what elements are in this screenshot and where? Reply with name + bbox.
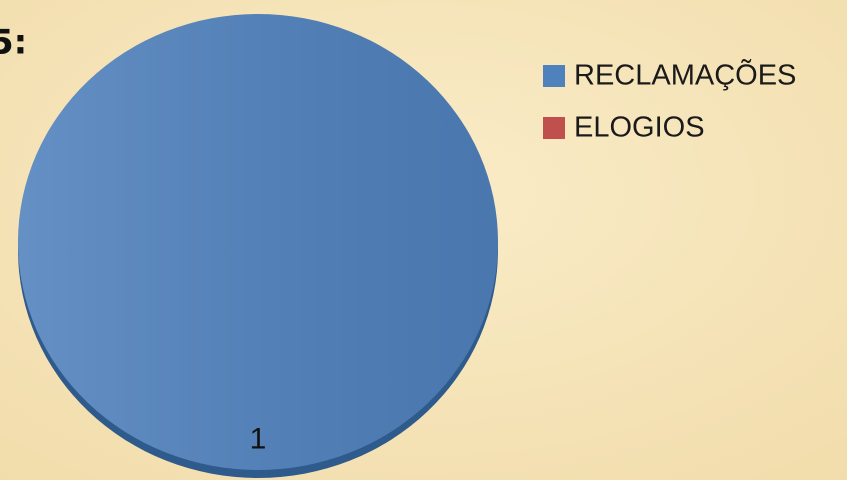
legend-swatch xyxy=(543,65,565,87)
legend-swatch xyxy=(543,117,565,139)
legend-label: ELOGIOS xyxy=(574,112,705,144)
data-label: 1 xyxy=(250,422,267,455)
chart-title: 5: xyxy=(0,23,27,63)
legend-label: RECLAMAÇÕES xyxy=(574,58,796,92)
